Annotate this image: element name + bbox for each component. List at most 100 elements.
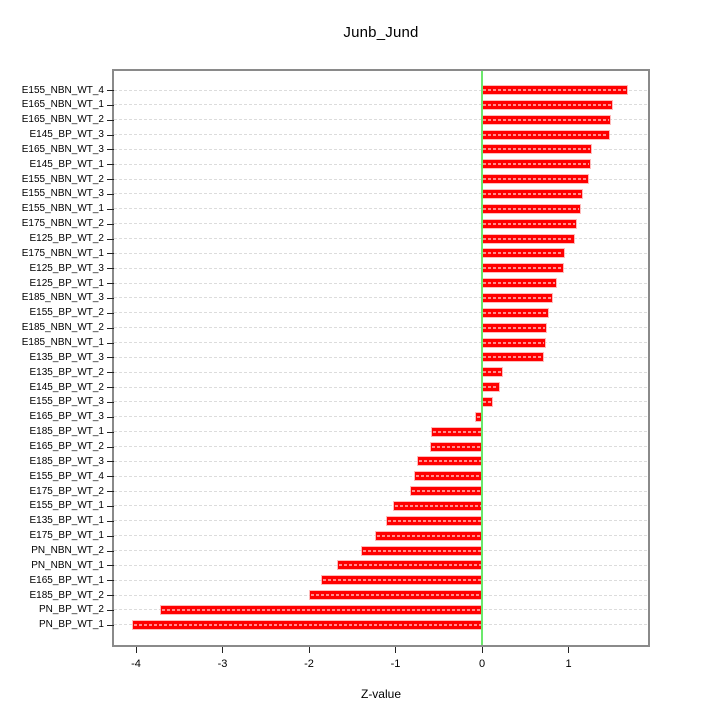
x-axis-tick-label: -4 [131, 658, 141, 670]
y-axis-tick [107, 268, 114, 270]
bar-stripe [483, 103, 611, 106]
bar [482, 86, 628, 94]
bar [482, 234, 574, 243]
bar [386, 516, 482, 525]
y-axis-label: E155_BP_WT_2 [29, 307, 105, 319]
bar [482, 175, 588, 184]
row-gridline [114, 416, 648, 418]
y-axis-tick [107, 476, 114, 478]
y-axis-label: E155_BP_WT_1 [29, 500, 105, 512]
y-axis-label: E145_BP_WT_2 [29, 381, 105, 393]
bar-stripe [483, 252, 564, 255]
bar-stripe [483, 133, 609, 136]
bar-stripe [483, 178, 587, 181]
bar-stripe [483, 386, 499, 389]
y-axis-tick [107, 624, 114, 626]
bar-stripe [483, 371, 501, 374]
y-axis-label: E155_BP_WT_3 [29, 396, 105, 408]
zero-line [481, 71, 483, 645]
y-axis-tick [107, 253, 114, 255]
bar-stripe [432, 430, 481, 433]
y-axis-tick [107, 550, 114, 552]
y-axis-tick [107, 357, 114, 359]
y-axis-tick [107, 446, 114, 448]
x-axis-tick-label: 1 [565, 658, 572, 670]
y-axis-label: E175_BP_WT_1 [29, 530, 105, 542]
bar-stripe [416, 475, 481, 478]
row-gridline [114, 490, 648, 492]
y-axis-tick [107, 149, 114, 151]
row-gridline [114, 401, 648, 403]
y-axis-tick [107, 609, 114, 611]
bar [482, 160, 591, 169]
bar [376, 531, 482, 540]
bar-stripe [431, 445, 481, 448]
bar [361, 546, 482, 555]
y-axis-tick [107, 387, 114, 389]
row-gridline [114, 520, 648, 522]
y-axis-tick [107, 595, 114, 597]
y-axis-label: E165_BP_WT_2 [29, 441, 105, 453]
bar [482, 249, 565, 258]
bar [482, 397, 493, 406]
y-axis-label: E175_NBN_WT_1 [21, 247, 104, 259]
y-axis-tick [107, 342, 114, 344]
x-axis-title: Z-value [360, 687, 401, 701]
y-axis-label: E185_NBN_WT_2 [21, 322, 104, 334]
row-gridline [114, 297, 648, 299]
bar [482, 130, 610, 139]
x-axis-tick [481, 647, 483, 653]
row-gridline [114, 386, 648, 388]
bar-stripe [483, 296, 552, 299]
bar [482, 383, 500, 392]
row-gridline [114, 89, 648, 91]
bar [482, 368, 502, 377]
y-axis-label: E165_BP_WT_1 [29, 574, 105, 586]
bar-stripe [476, 415, 481, 418]
y-axis-label: E185_NBN_WT_3 [21, 292, 104, 304]
y-axis-label: E135_BP_WT_1 [29, 515, 105, 527]
y-axis-label: E155_NBN_WT_4 [21, 84, 104, 96]
bar-stripe [377, 534, 481, 537]
bar [430, 442, 482, 451]
row-gridline [114, 460, 648, 462]
bar [132, 620, 482, 629]
y-axis-tick [107, 535, 114, 537]
y-axis-tick [107, 104, 114, 106]
y-axis-tick [107, 401, 114, 403]
bar-stripe [394, 504, 481, 507]
row-gridline [114, 104, 648, 106]
bar-stripe [483, 326, 545, 329]
bar [338, 561, 482, 570]
y-axis-tick [107, 520, 114, 522]
y-axis-tick [107, 416, 114, 418]
y-axis-label: E165_NBN_WT_1 [21, 99, 104, 111]
y-axis-label: E185_BP_WT_2 [29, 589, 105, 601]
y-axis-tick [107, 179, 114, 181]
bar-stripe [483, 356, 543, 359]
row-gridline [114, 223, 648, 225]
x-axis-tick-label: -3 [217, 658, 228, 670]
y-axis-label: E175_BP_WT_2 [29, 485, 105, 497]
x-axis-tick-label: 0 [478, 658, 486, 670]
bar [482, 100, 612, 109]
bar [475, 412, 482, 421]
y-axis-tick [107, 119, 114, 121]
bar [309, 591, 482, 600]
x-axis-tick [568, 647, 569, 653]
y-axis-label: E185_BP_WT_3 [29, 455, 105, 467]
bar [393, 501, 482, 510]
bar [431, 427, 482, 436]
x-axis-tick-label: -2 [304, 658, 314, 670]
bar [482, 204, 580, 213]
y-axis-label: E125_BP_WT_3 [29, 262, 105, 274]
row-gridline [114, 356, 648, 358]
bar-stripe [162, 608, 481, 611]
y-axis-tick [107, 431, 114, 433]
y-axis-tick [107, 491, 114, 493]
bar-stripe [310, 594, 481, 597]
bar [482, 293, 553, 302]
row-gridline [114, 312, 648, 314]
x-axis-tick [135, 647, 137, 653]
